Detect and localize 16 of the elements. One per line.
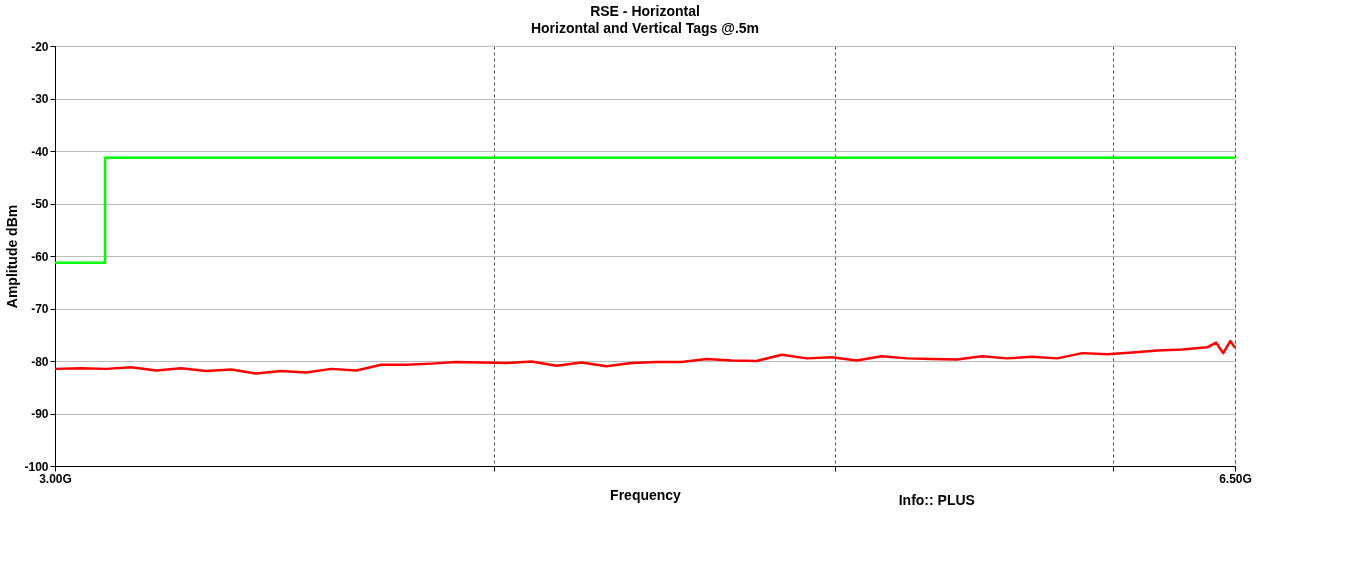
y-tick-label: -40 xyxy=(31,144,49,159)
y-tick-label: -60 xyxy=(31,249,49,264)
x-tick-label: 6.50G xyxy=(1219,471,1252,486)
x-axis-title: Frequency xyxy=(610,486,682,503)
text: Info:: PLUS xyxy=(898,492,975,508)
y-tick-label: -80 xyxy=(31,354,49,369)
y-tick-label: -90 xyxy=(31,407,49,421)
y-tick-label: -100 xyxy=(24,459,49,474)
y-tick-label: -30 xyxy=(31,92,49,106)
y-tick-label: -50 xyxy=(31,197,49,211)
y-axis-title: Amplitude dBm xyxy=(4,204,21,309)
chart-subtitle: Horizontal and Vertical Tags @.5m xyxy=(530,20,760,36)
x-tick-label: 3.00G xyxy=(39,471,72,486)
y-tick-label: -20 xyxy=(31,39,49,54)
y-tick-label: -70 xyxy=(31,302,49,316)
chart-title: RSE - Horizontal xyxy=(590,3,700,19)
